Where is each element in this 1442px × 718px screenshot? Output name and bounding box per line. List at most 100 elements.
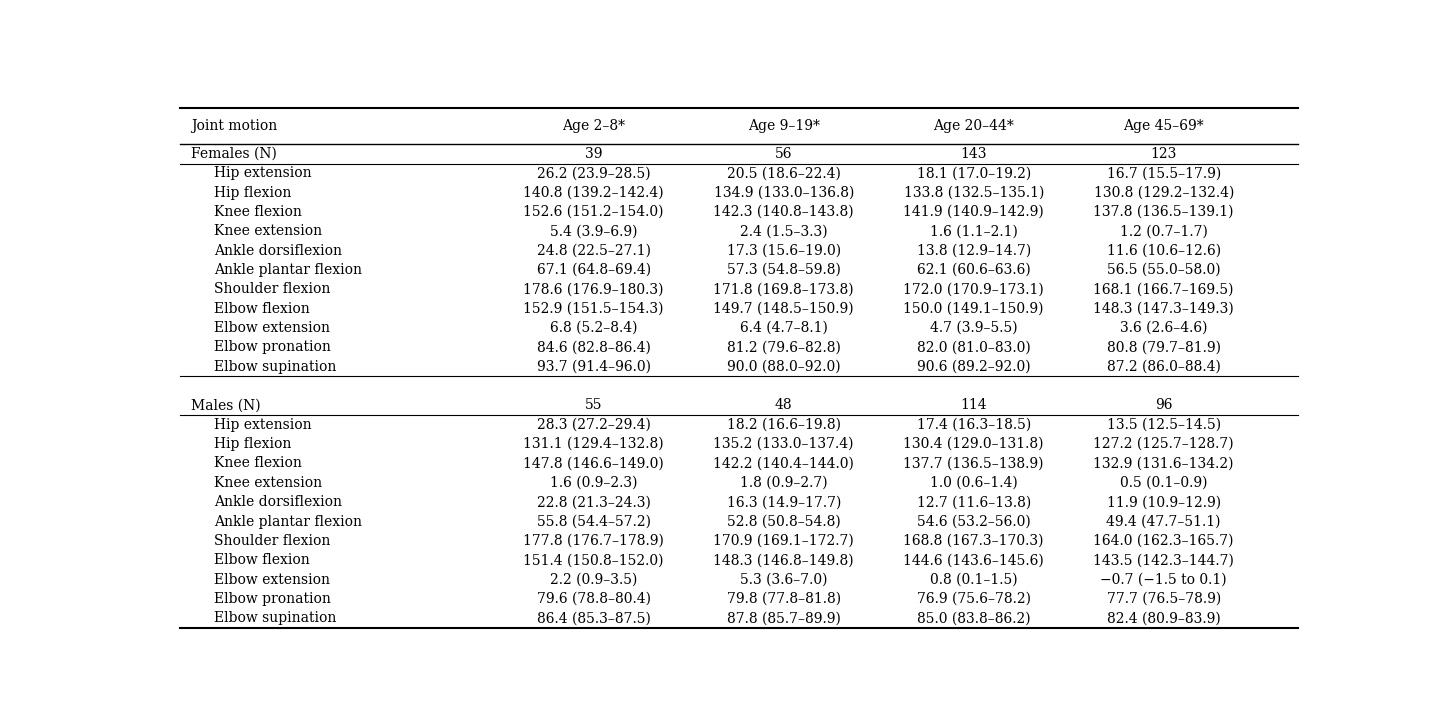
Text: Shoulder flexion: Shoulder flexion	[213, 534, 330, 548]
Text: 17.3 (15.6–19.0): 17.3 (15.6–19.0)	[727, 243, 841, 258]
Text: 152.9 (151.5–154.3): 152.9 (151.5–154.3)	[523, 302, 663, 316]
Text: Elbow flexion: Elbow flexion	[213, 554, 310, 567]
Text: 48: 48	[774, 398, 793, 412]
Text: 134.9 (133.0–136.8): 134.9 (133.0–136.8)	[714, 185, 854, 200]
Text: 114: 114	[960, 398, 986, 412]
Text: 90.6 (89.2–92.0): 90.6 (89.2–92.0)	[917, 360, 1031, 374]
Text: 22.8 (21.3–24.3): 22.8 (21.3–24.3)	[536, 495, 650, 509]
Text: Age 2–8*: Age 2–8*	[562, 119, 626, 134]
Text: 12.7 (11.6–13.8): 12.7 (11.6–13.8)	[917, 495, 1031, 509]
Text: 82.4 (80.9–83.9): 82.4 (80.9–83.9)	[1107, 611, 1220, 625]
Text: Knee flexion: Knee flexion	[213, 205, 301, 219]
Text: 96: 96	[1155, 398, 1172, 412]
Text: 82.0 (81.0–83.0): 82.0 (81.0–83.0)	[917, 340, 1031, 355]
Text: 123: 123	[1151, 147, 1177, 161]
Text: 2.2 (0.9–3.5): 2.2 (0.9–3.5)	[549, 572, 637, 587]
Text: 56: 56	[774, 147, 793, 161]
Text: Joint motion: Joint motion	[192, 119, 278, 134]
Text: 131.1 (129.4–132.8): 131.1 (129.4–132.8)	[523, 437, 665, 451]
Text: Elbow supination: Elbow supination	[213, 360, 336, 374]
Text: Ankle plantar flexion: Ankle plantar flexion	[213, 263, 362, 277]
Text: 57.3 (54.8–59.8): 57.3 (54.8–59.8)	[727, 263, 841, 277]
Text: 6.8 (5.2–8.4): 6.8 (5.2–8.4)	[549, 321, 637, 335]
Text: −0.7 (−1.5 to 0.1): −0.7 (−1.5 to 0.1)	[1100, 572, 1227, 587]
Text: Hip flexion: Hip flexion	[213, 437, 291, 451]
Text: 18.1 (17.0–19.2): 18.1 (17.0–19.2)	[917, 167, 1031, 180]
Text: 168.1 (166.7–169.5): 168.1 (166.7–169.5)	[1093, 282, 1234, 297]
Text: 13.8 (12.9–14.7): 13.8 (12.9–14.7)	[917, 243, 1031, 258]
Text: 54.6 (53.2–56.0): 54.6 (53.2–56.0)	[917, 515, 1031, 528]
Text: 24.8 (22.5–27.1): 24.8 (22.5–27.1)	[536, 243, 650, 258]
Text: 133.8 (132.5–135.1): 133.8 (132.5–135.1)	[904, 185, 1044, 200]
Text: 152.6 (151.2–154.0): 152.6 (151.2–154.0)	[523, 205, 663, 219]
Text: 13.5 (12.5–14.5): 13.5 (12.5–14.5)	[1106, 418, 1221, 432]
Text: 148.3 (147.3–149.3): 148.3 (147.3–149.3)	[1093, 302, 1234, 316]
Text: Age 20–44*: Age 20–44*	[933, 119, 1014, 134]
Text: 11.9 (10.9–12.9): 11.9 (10.9–12.9)	[1106, 495, 1221, 509]
Text: 56.5 (55.0–58.0): 56.5 (55.0–58.0)	[1107, 263, 1220, 277]
Text: 49.4 (47.7–51.1): 49.4 (47.7–51.1)	[1106, 515, 1221, 528]
Text: 55.8 (54.4–57.2): 55.8 (54.4–57.2)	[536, 515, 650, 528]
Text: 4.7 (3.9–5.5): 4.7 (3.9–5.5)	[930, 321, 1018, 335]
Text: 3.6 (2.6–4.6): 3.6 (2.6–4.6)	[1120, 321, 1207, 335]
Text: Elbow extension: Elbow extension	[213, 572, 330, 587]
Text: 20.5 (18.6–22.4): 20.5 (18.6–22.4)	[727, 167, 841, 180]
Text: 80.8 (79.7–81.9): 80.8 (79.7–81.9)	[1106, 340, 1221, 355]
Text: Hip extension: Hip extension	[213, 167, 311, 180]
Text: 137.7 (136.5–138.9): 137.7 (136.5–138.9)	[904, 457, 1044, 470]
Text: 141.9 (140.9–142.9): 141.9 (140.9–142.9)	[903, 205, 1044, 219]
Text: 143.5 (142.3–144.7): 143.5 (142.3–144.7)	[1093, 554, 1234, 567]
Text: Ankle plantar flexion: Ankle plantar flexion	[213, 515, 362, 528]
Text: 172.0 (170.9–173.1): 172.0 (170.9–173.1)	[903, 282, 1044, 297]
Text: Females (N): Females (N)	[192, 147, 277, 161]
Text: Hip extension: Hip extension	[213, 418, 311, 432]
Text: Elbow flexion: Elbow flexion	[213, 302, 310, 316]
Text: 171.8 (169.8–173.8): 171.8 (169.8–173.8)	[714, 282, 854, 297]
Text: Knee extension: Knee extension	[213, 224, 322, 238]
Text: 6.4 (4.7–8.1): 6.4 (4.7–8.1)	[740, 321, 828, 335]
Text: 87.8 (85.7–89.9): 87.8 (85.7–89.9)	[727, 611, 841, 625]
Text: 1.0 (0.6–1.4): 1.0 (0.6–1.4)	[930, 476, 1018, 490]
Text: 86.4 (85.3–87.5): 86.4 (85.3–87.5)	[536, 611, 650, 625]
Text: 90.0 (88.0–92.0): 90.0 (88.0–92.0)	[727, 360, 841, 374]
Text: 140.8 (139.2–142.4): 140.8 (139.2–142.4)	[523, 185, 665, 200]
Text: Elbow extension: Elbow extension	[213, 321, 330, 335]
Text: 144.6 (143.6–145.6): 144.6 (143.6–145.6)	[903, 554, 1044, 567]
Text: 81.2 (79.6–82.8): 81.2 (79.6–82.8)	[727, 340, 841, 355]
Text: 87.2 (86.0–88.4): 87.2 (86.0–88.4)	[1107, 360, 1220, 374]
Text: 77.7 (76.5–78.9): 77.7 (76.5–78.9)	[1106, 592, 1221, 606]
Text: 142.2 (140.4–144.0): 142.2 (140.4–144.0)	[714, 457, 854, 470]
Text: 170.9 (169.1–172.7): 170.9 (169.1–172.7)	[714, 534, 854, 548]
Text: 151.4 (150.8–152.0): 151.4 (150.8–152.0)	[523, 554, 663, 567]
Text: 26.2 (23.9–28.5): 26.2 (23.9–28.5)	[536, 167, 650, 180]
Text: 130.8 (129.2–132.4): 130.8 (129.2–132.4)	[1093, 185, 1234, 200]
Text: 17.4 (16.3–18.5): 17.4 (16.3–18.5)	[917, 418, 1031, 432]
Text: 76.9 (75.6–78.2): 76.9 (75.6–78.2)	[917, 592, 1031, 606]
Text: Elbow supination: Elbow supination	[213, 611, 336, 625]
Text: Shoulder flexion: Shoulder flexion	[213, 282, 330, 297]
Text: 79.8 (77.8–81.8): 79.8 (77.8–81.8)	[727, 592, 841, 606]
Text: 28.3 (27.2–29.4): 28.3 (27.2–29.4)	[536, 418, 650, 432]
Text: 18.2 (16.6–19.8): 18.2 (16.6–19.8)	[727, 418, 841, 432]
Text: Knee extension: Knee extension	[213, 476, 322, 490]
Text: 39: 39	[585, 147, 603, 161]
Text: Males (N): Males (N)	[192, 398, 261, 412]
Text: 5.4 (3.9–6.9): 5.4 (3.9–6.9)	[549, 224, 637, 238]
Text: 130.4 (129.0–131.8): 130.4 (129.0–131.8)	[904, 437, 1044, 451]
Text: Hip flexion: Hip flexion	[213, 185, 291, 200]
Text: 0.8 (0.1–1.5): 0.8 (0.1–1.5)	[930, 572, 1018, 587]
Text: 148.3 (146.8–149.8): 148.3 (146.8–149.8)	[714, 554, 854, 567]
Text: 62.1 (60.6–63.6): 62.1 (60.6–63.6)	[917, 263, 1031, 277]
Text: 149.7 (148.5–150.9): 149.7 (148.5–150.9)	[714, 302, 854, 316]
Text: 177.8 (176.7–178.9): 177.8 (176.7–178.9)	[523, 534, 665, 548]
Text: 135.2 (133.0–137.4): 135.2 (133.0–137.4)	[714, 437, 854, 451]
Text: 0.5 (0.1–0.9): 0.5 (0.1–0.9)	[1120, 476, 1207, 490]
Text: Ankle dorsiflexion: Ankle dorsiflexion	[213, 243, 342, 258]
Text: 11.6 (10.6–12.6): 11.6 (10.6–12.6)	[1106, 243, 1221, 258]
Text: Age 9–19*: Age 9–19*	[748, 119, 819, 134]
Text: Elbow pronation: Elbow pronation	[213, 592, 330, 606]
Text: 137.8 (136.5–139.1): 137.8 (136.5–139.1)	[1093, 205, 1234, 219]
Text: 1.6 (0.9–2.3): 1.6 (0.9–2.3)	[549, 476, 637, 490]
Text: Age 45–69*: Age 45–69*	[1123, 119, 1204, 134]
Text: 16.3 (14.9–17.7): 16.3 (14.9–17.7)	[727, 495, 841, 509]
